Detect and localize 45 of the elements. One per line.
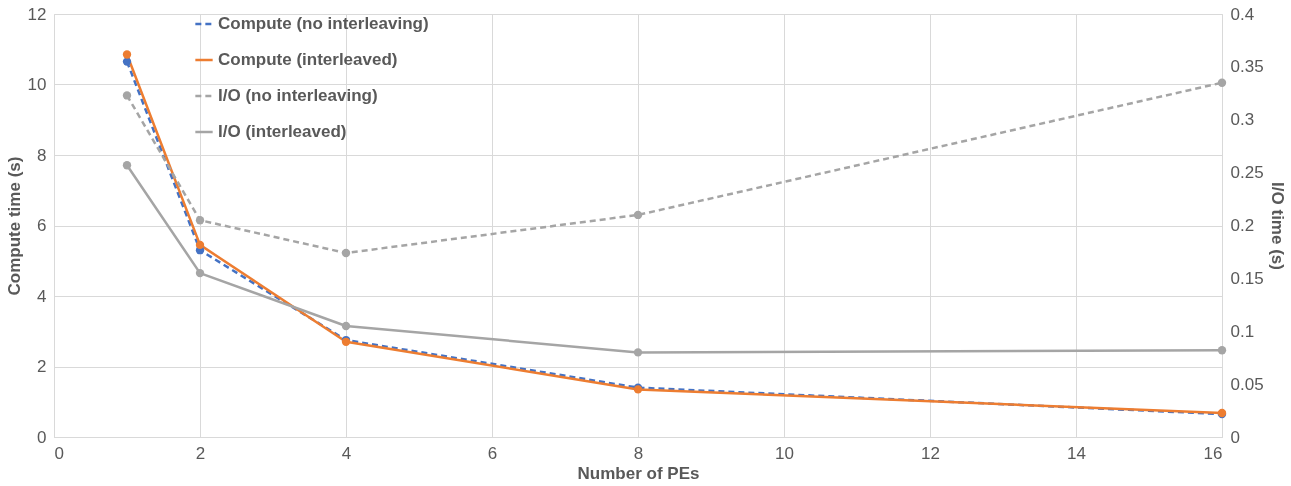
x-tick-label: 12 xyxy=(921,443,940,463)
x-tick-label: 8 xyxy=(633,443,644,463)
x-tick-label: 16 xyxy=(1203,443,1223,463)
legend-label: Compute (interleaved) xyxy=(218,50,398,69)
y-tick-label: 8 xyxy=(37,145,47,165)
x-tick-label: 4 xyxy=(341,443,352,463)
point xyxy=(1217,346,1227,355)
point xyxy=(341,321,351,331)
y2-tick-label: 0.25 xyxy=(1230,163,1264,183)
y2-tick-label: 0.2 xyxy=(1230,216,1255,235)
x-tick-label: 0 xyxy=(54,443,64,463)
point xyxy=(122,161,132,170)
point xyxy=(633,348,643,357)
y2-tick-label: 0.05 xyxy=(1230,374,1264,394)
y-tick-label: 6 xyxy=(37,216,47,235)
y2-tick-label: 0 xyxy=(1230,427,1240,447)
y2-tick-label: 0.35 xyxy=(1230,57,1264,77)
x-tick-label: 10 xyxy=(775,443,794,463)
point xyxy=(195,268,205,278)
y2-tick-label: 0.4 xyxy=(1230,4,1255,24)
y-tick-label: 2 xyxy=(37,357,47,376)
y-tick-label: 12 xyxy=(27,4,47,24)
y2-tick-label: 0.1 xyxy=(1230,321,1255,341)
point xyxy=(633,210,643,220)
legend-label: I/O (no interleaving) xyxy=(218,86,378,105)
legend-label: I/O (interleaved) xyxy=(218,122,347,141)
y-axis-title: Compute time (s) xyxy=(4,156,24,296)
point xyxy=(122,57,132,66)
point xyxy=(195,240,205,250)
y2-axis-title: I/O time (s) xyxy=(1267,182,1287,270)
point xyxy=(122,91,132,100)
point xyxy=(195,216,205,225)
x-tick-label: 2 xyxy=(195,443,206,463)
y-tick-label: 4 xyxy=(37,286,47,306)
point xyxy=(341,248,351,258)
point xyxy=(1217,78,1227,87)
x-tick-label: 14 xyxy=(1067,443,1086,463)
point xyxy=(122,50,132,59)
y-tick-label: 0 xyxy=(37,427,47,447)
x-axis-title: Number of PEs xyxy=(577,463,700,483)
x-tick-label: 6 xyxy=(487,443,498,463)
legend-label: Compute (no interleaving) xyxy=(218,14,429,33)
y-tick-label: 10 xyxy=(27,75,47,94)
y2-tick-label: 0.3 xyxy=(1230,110,1255,130)
y2-tick-label: 0.15 xyxy=(1230,268,1264,288)
